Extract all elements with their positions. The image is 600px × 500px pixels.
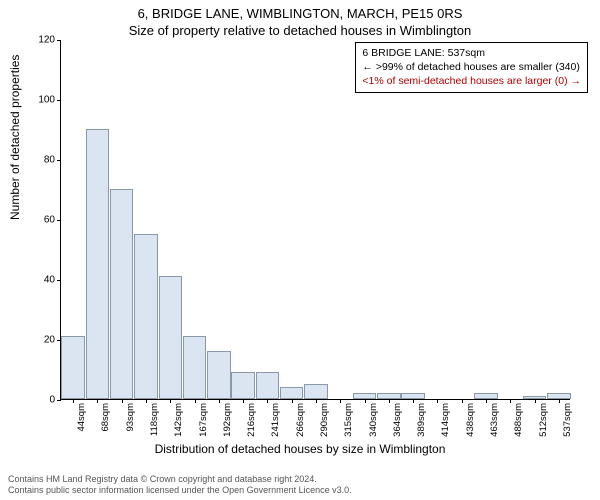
x-tick-label: 364sqm [392,403,403,437]
x-tick-mark [292,399,293,403]
x-tick-mark [535,399,536,403]
x-axis-label: Distribution of detached houses by size … [0,442,600,456]
histogram-bar [280,387,303,399]
x-tick-mark [437,399,438,403]
histogram-bar [86,129,109,399]
x-tick-label: 93sqm [125,403,136,432]
x-tick-mark [97,399,98,403]
legend-line-2: ← >99% of detached houses are smaller (3… [362,60,581,74]
x-tick-label: 216sqm [246,403,257,437]
x-tick-mark [170,399,171,403]
title-block: 6, BRIDGE LANE, WIMBLINGTON, MARCH, PE15… [0,0,600,40]
footer-attribution: Contains HM Land Registry data © Crown c… [8,474,352,497]
x-tick-mark [340,399,341,403]
title-line-1: 6, BRIDGE LANE, WIMBLINGTON, MARCH, PE15… [0,6,600,23]
legend-line-3: <1% of semi-detached houses are larger (… [362,74,581,88]
legend-box: 6 BRIDGE LANE: 537sqm ← >99% of detached… [355,42,588,93]
footer-line-2: Contains public sector information licen… [8,485,352,496]
x-tick-label: 315sqm [343,403,354,437]
y-tick-mark [57,100,61,101]
y-tick-mark [57,280,61,281]
x-tick-label: 340sqm [368,403,379,437]
x-tick-mark [146,399,147,403]
y-tick-mark [57,160,61,161]
histogram-bar [231,372,254,399]
x-tick-label: 290sqm [319,403,330,437]
x-tick-label: 192sqm [222,403,233,437]
histogram-bar [159,276,182,399]
x-tick-label: 463sqm [489,403,500,437]
x-tick-label: 537sqm [562,403,573,437]
chart-plot-area: 02040608010012044sqm68sqm93sqm118sqm142s… [60,40,570,400]
legend-line-1: 6 BRIDGE LANE: 537sqm [362,46,581,60]
x-tick-label: 438sqm [465,403,476,437]
y-tick-mark [57,400,61,401]
y-tick-mark [57,40,61,41]
bars-group [61,40,570,399]
x-tick-mark [389,399,390,403]
x-tick-label: 241sqm [270,403,281,437]
x-tick-label: 142sqm [173,403,184,437]
y-axis-label: Number of detached properties [8,55,22,220]
x-tick-mark [267,399,268,403]
x-tick-mark [510,399,511,403]
title-line-2: Size of property relative to detached ho… [0,23,600,40]
x-tick-mark [73,399,74,403]
x-tick-label: 414sqm [440,403,451,437]
x-tick-label: 389sqm [416,403,427,437]
x-tick-label: 488sqm [513,403,524,437]
histogram-bar [304,384,327,399]
x-tick-label: 167sqm [198,403,209,437]
x-tick-mark [486,399,487,403]
x-tick-mark [462,399,463,403]
x-tick-label: 68sqm [100,403,111,432]
x-tick-mark [365,399,366,403]
histogram-bar [207,351,230,399]
chart-container: 6, BRIDGE LANE, WIMBLINGTON, MARCH, PE15… [0,0,600,500]
histogram-bar [61,336,84,399]
x-tick-mark [195,399,196,403]
x-tick-mark [122,399,123,403]
x-tick-mark [559,399,560,403]
footer-line-1: Contains HM Land Registry data © Crown c… [8,474,352,485]
x-tick-mark [413,399,414,403]
x-tick-label: 512sqm [538,403,549,437]
x-tick-mark [243,399,244,403]
histogram-bar [134,234,157,399]
histogram-bar [110,189,133,399]
histogram-bar [256,372,279,399]
histogram-bar [183,336,206,399]
x-tick-mark [316,399,317,403]
y-tick-mark [57,220,61,221]
x-tick-label: 266sqm [295,403,306,437]
x-tick-label: 118sqm [149,403,160,436]
y-tick-mark [57,340,61,341]
x-tick-label: 44sqm [76,403,87,432]
x-tick-mark [219,399,220,403]
